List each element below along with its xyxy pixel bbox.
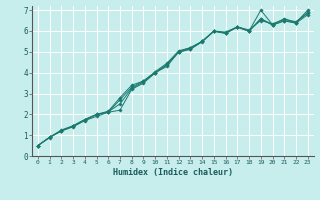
X-axis label: Humidex (Indice chaleur): Humidex (Indice chaleur) bbox=[113, 168, 233, 177]
